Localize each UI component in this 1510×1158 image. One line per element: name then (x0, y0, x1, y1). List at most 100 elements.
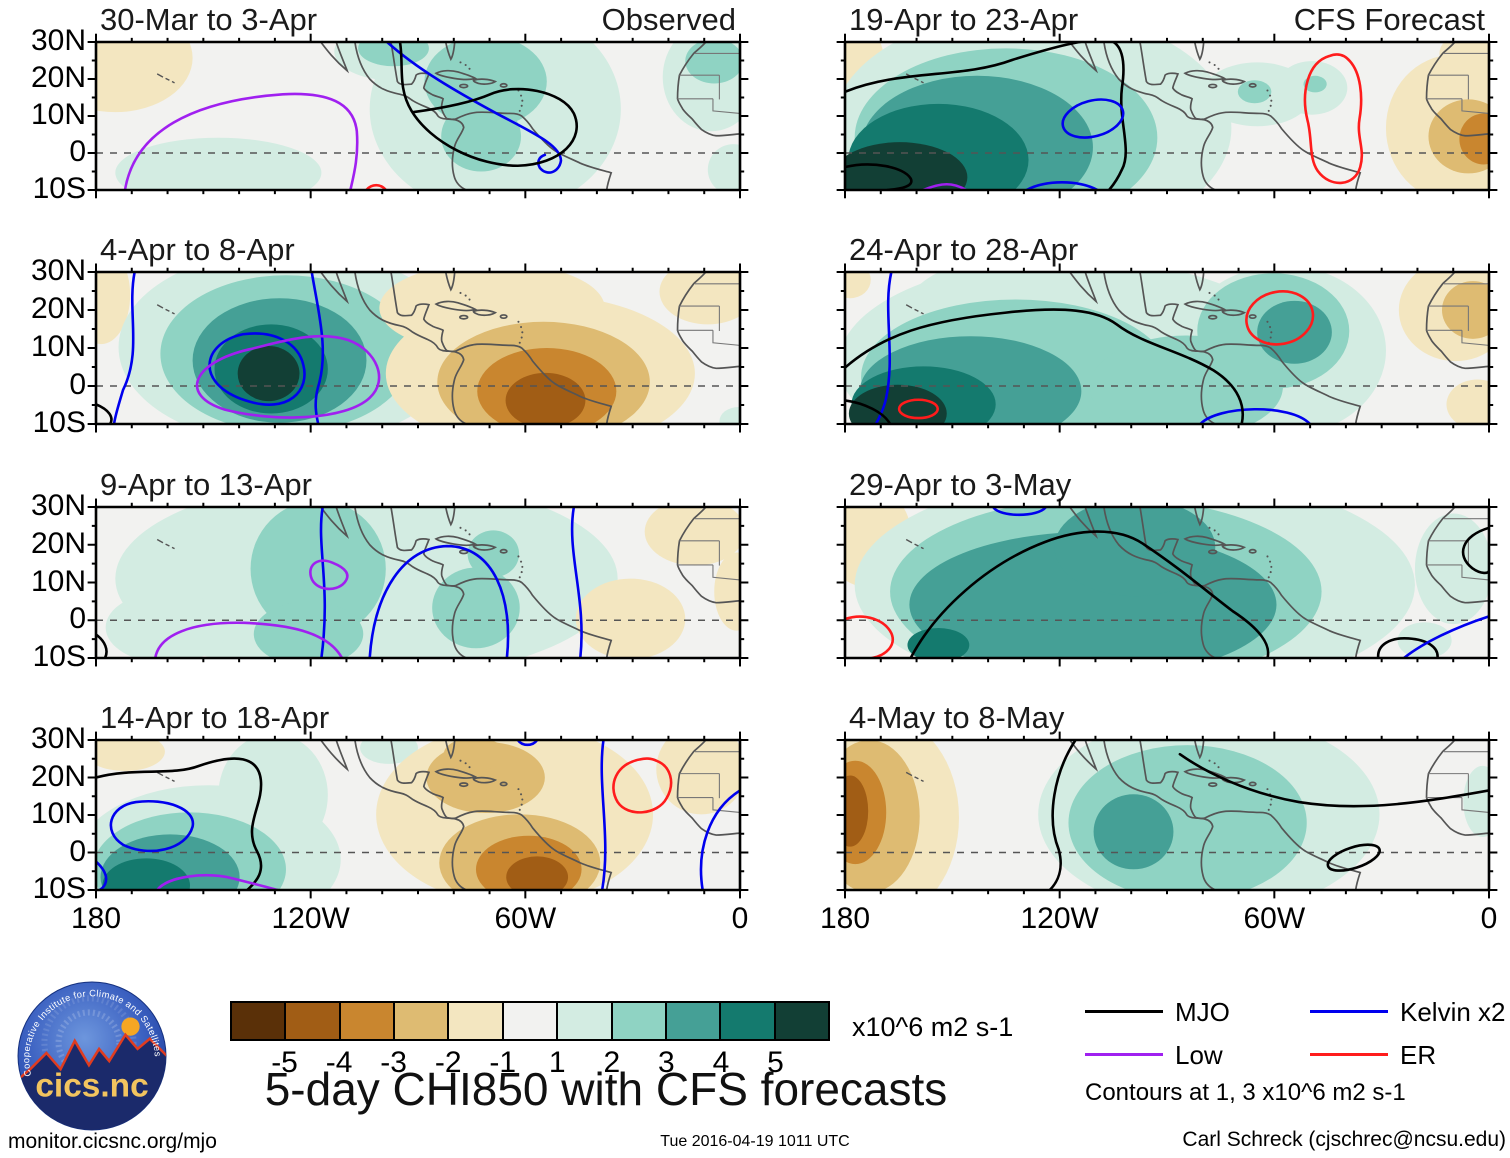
map-content (96, 42, 740, 190)
colorbar-tick-label: 4 (712, 1046, 730, 1079)
coastline (391, 42, 455, 119)
panel-frame (96, 740, 740, 890)
legend-line-sample (1310, 1053, 1388, 1056)
coastline (473, 545, 495, 550)
island-dot (1217, 766, 1220, 769)
anomaly-shading-n1 (96, 42, 193, 113)
colorbar (230, 1001, 830, 1041)
anomaly-shading-n4 (505, 372, 586, 424)
panel-title: 14-Apr to 18-Apr (100, 700, 330, 735)
mjo-contour (845, 165, 911, 190)
island-chain (157, 74, 163, 77)
coastline (1104, 42, 1215, 190)
mjo-contour (911, 532, 1268, 658)
mjo-contour (1463, 528, 1489, 573)
low-contour (924, 184, 967, 190)
coastline (1140, 740, 1204, 818)
coastline (455, 811, 611, 890)
island (500, 550, 506, 553)
anomaly-shading-p2 (467, 530, 520, 578)
island-dot (1270, 331, 1273, 334)
island-chain (906, 772, 912, 775)
island-dot (521, 331, 524, 334)
island (500, 315, 506, 318)
island-chain (172, 547, 175, 548)
colorbar-tick-label: -4 (325, 1046, 353, 1079)
island-dot (1267, 576, 1270, 579)
island-dot (1270, 798, 1273, 801)
coastline (1222, 79, 1244, 84)
panel-frame (96, 42, 740, 190)
anomaly-shading-p5 (848, 384, 947, 424)
y-axis-label: 10S (32, 640, 86, 673)
kelvin-contour (1200, 409, 1309, 424)
island-dot (1269, 803, 1272, 806)
island-dot (1269, 325, 1272, 329)
coastline (1195, 42, 1204, 59)
colorbar-cell (664, 1003, 720, 1039)
anomaly-shading-p2 (685, 42, 740, 84)
colorbar-tick-label: 3 (658, 1046, 675, 1079)
y-axis-label: 20N (30, 759, 86, 793)
y-axis-label: 10S (32, 872, 86, 905)
panel-frame (845, 740, 1489, 890)
colorbar-cell (447, 1003, 502, 1039)
coastline (1070, 272, 1096, 301)
panel-frame (96, 272, 740, 424)
island (1209, 84, 1217, 87)
anomaly-shading-p1 (1397, 622, 1452, 658)
country-border (1462, 99, 1489, 114)
panel-title: 4-Apr to 8-Apr (100, 232, 295, 267)
footer-credit: Carl Schreck (cjschrec@ncsu.edu) (1182, 1128, 1506, 1151)
coastline (436, 769, 475, 778)
island-dot (1267, 808, 1270, 811)
coastline (678, 507, 740, 603)
map-content (845, 507, 1489, 658)
island-dot (1266, 788, 1269, 791)
anomaly-shading-n2 (1441, 281, 1489, 339)
island-dot (520, 94, 523, 97)
coastlines (157, 740, 740, 890)
island (1249, 84, 1255, 87)
island-dot (517, 320, 520, 323)
map-panel (96, 272, 740, 424)
y-axis-label: 10N (30, 564, 86, 598)
coastline (1104, 740, 1215, 890)
island-dot (1217, 67, 1220, 70)
map-content (845, 272, 1489, 424)
panel-title: 30-Mar to 3-Apr (100, 2, 318, 37)
island-chain (915, 78, 919, 80)
kelvin-contour (321, 507, 325, 658)
anomaly-shading-n3 (1459, 113, 1489, 165)
coastline (1204, 579, 1360, 658)
coastlines (906, 272, 1489, 424)
y-axis-label: 20N (30, 526, 86, 560)
anomaly-shading-p1 (719, 406, 740, 424)
logo-name: cics.nc (35, 1068, 148, 1105)
colorbar-cell (232, 1003, 285, 1039)
coastline (446, 42, 455, 59)
island (1249, 782, 1255, 785)
island (500, 84, 506, 87)
anomaly-shading-p3 (1054, 507, 1216, 597)
anomaly-shading-p2 (1237, 80, 1272, 104)
mjo-contour (1378, 638, 1437, 658)
colorbar-tick-label: 1 (548, 1046, 566, 1079)
anomaly-shading-p2 (432, 567, 520, 649)
island-chain (915, 777, 919, 779)
island (1209, 550, 1217, 553)
kelvin-contour (602, 740, 606, 890)
island-chain (921, 780, 924, 781)
colorbar-tick-label: -5 (271, 1046, 298, 1079)
y-axis-label: 30N (30, 254, 86, 287)
footer-url: monitor.cicsnc.org/mjo (8, 1130, 217, 1153)
y-axis-label: 0 (69, 135, 86, 168)
logo-mountains (18, 1032, 166, 1130)
country-border (713, 565, 740, 580)
island (460, 550, 468, 553)
island-chain (157, 540, 163, 543)
island-dot (1213, 529, 1216, 532)
island-dot (518, 109, 521, 112)
mjo-contour (400, 42, 577, 166)
coastline (446, 507, 455, 525)
